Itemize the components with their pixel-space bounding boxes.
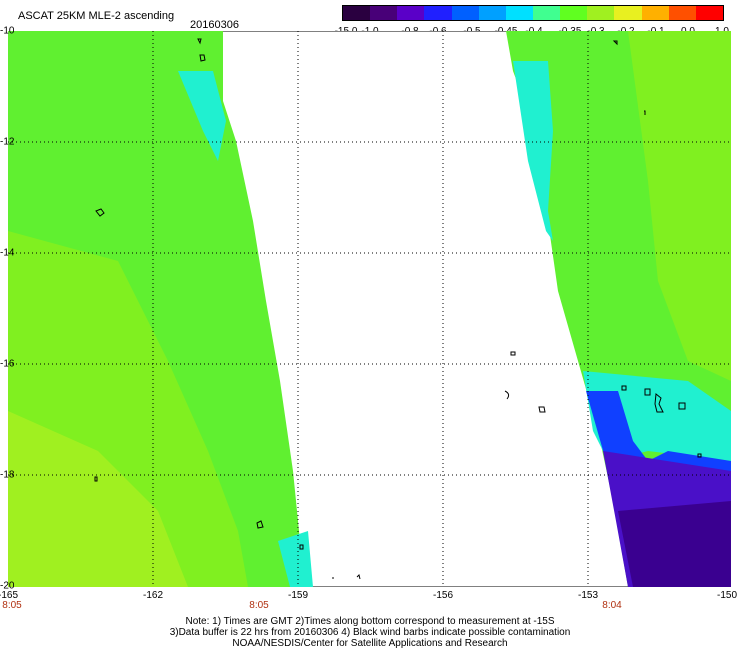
colorbar-segment xyxy=(370,6,398,20)
island xyxy=(654,393,664,413)
swath-right xyxy=(506,31,731,587)
colorbar-segment xyxy=(451,6,479,20)
lat-label-12: -12 xyxy=(0,136,15,148)
time-label-mid: 8:05 xyxy=(249,600,269,611)
island xyxy=(197,38,202,45)
note-line-1: Note: 1) Times are GMT 2)Times along bot… xyxy=(185,616,555,627)
colorbar-segment xyxy=(397,6,425,20)
island xyxy=(644,388,651,396)
time-label-left: 8:05 xyxy=(2,600,22,611)
colorbar-segment xyxy=(587,6,615,20)
swath-right-lightgreen xyxy=(628,31,731,381)
lat-label-20: -20 xyxy=(0,580,15,592)
colorbar-segment xyxy=(343,6,371,20)
colorbar-segment xyxy=(641,6,669,20)
lon-label-156: -156 xyxy=(432,590,454,601)
island xyxy=(538,406,546,413)
island xyxy=(678,402,686,410)
island xyxy=(95,208,105,217)
island xyxy=(621,385,627,391)
lat-label-16: -16 xyxy=(0,358,15,370)
colorbar-segment xyxy=(478,6,506,20)
swath-right-darkpurple xyxy=(618,501,731,587)
chart-date: 20160306 xyxy=(190,19,239,31)
colorbar-segment xyxy=(695,6,723,20)
colorbar-segment xyxy=(505,6,533,20)
lat-label-18: -18 xyxy=(0,469,15,481)
lon-label-165: -165 xyxy=(0,590,19,601)
island xyxy=(199,54,206,62)
lat-label-10: -10 xyxy=(0,25,15,37)
colorbar-segment xyxy=(560,6,588,20)
colorbar xyxy=(342,5,724,21)
lon-label-159: -159 xyxy=(287,590,309,601)
colorbar-segment xyxy=(614,6,642,20)
island xyxy=(504,390,510,400)
swath-left xyxy=(8,31,313,587)
note-line-3: NOAA/NESDIS/Center for Satellite Applica… xyxy=(232,638,508,649)
islands xyxy=(94,38,702,580)
island xyxy=(510,351,516,356)
colorbar-segment xyxy=(668,6,696,20)
colorbar-segment xyxy=(424,6,452,20)
island xyxy=(356,574,361,580)
note-line-2: 3)Data buffer is 22 hrs from 20160306 4)… xyxy=(169,627,571,638)
swath-left-cyan-patch xyxy=(178,71,226,161)
colorbar-segment xyxy=(532,6,561,20)
island xyxy=(256,520,264,529)
swath-left-cyan-bottom xyxy=(278,531,313,587)
map-panel xyxy=(8,31,731,587)
lon-label-150: -150 xyxy=(716,590,738,601)
lon-label-162: -162 xyxy=(142,590,164,601)
swath-right-cyan-top xyxy=(513,61,553,241)
lon-label-153: -153 xyxy=(577,590,599,601)
island xyxy=(612,40,618,46)
time-label-right: 8:04 xyxy=(602,600,622,611)
graticule xyxy=(8,31,731,587)
island xyxy=(299,544,304,550)
chart-title: ASCAT 25KM MLE-2 ascending xyxy=(18,10,175,22)
swath-left-yellowgreen xyxy=(8,411,188,587)
island xyxy=(94,476,98,482)
footnotes: Note: 1) Times are GMT 2)Times along bot… xyxy=(0,616,740,649)
island xyxy=(644,110,646,115)
island xyxy=(697,453,702,458)
lat-label-14: -14 xyxy=(0,247,15,259)
